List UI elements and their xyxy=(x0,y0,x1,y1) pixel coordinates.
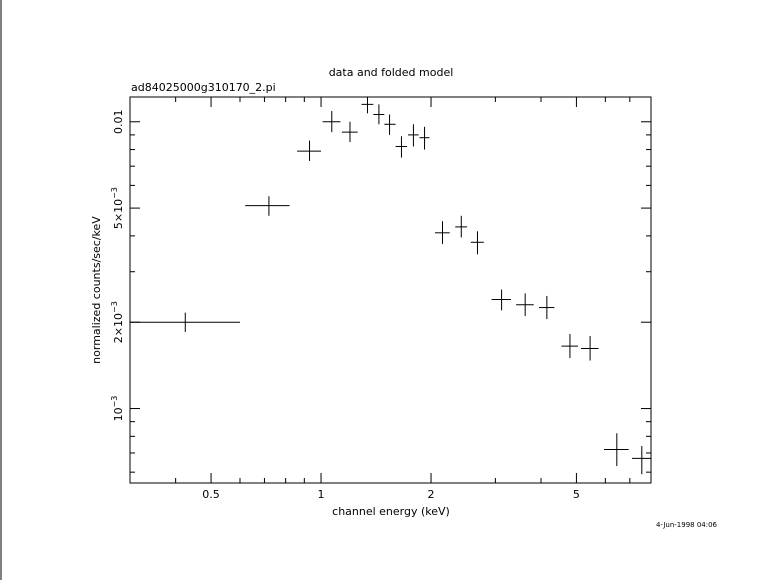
y-tick-label: 5×10−3 xyxy=(110,187,125,229)
data-point xyxy=(408,124,419,147)
data-point xyxy=(341,121,358,143)
data-point xyxy=(604,433,629,467)
data-points xyxy=(130,97,651,475)
tick-labels: 0.5 1 2 5 10−3 2×10−3 5×10−3 0.01 xyxy=(110,110,580,501)
data-point xyxy=(373,104,385,125)
x-tick-label: 1 xyxy=(318,488,325,501)
data-point xyxy=(561,333,579,359)
x-tick-label: 2 xyxy=(428,488,435,501)
data-point xyxy=(491,289,511,311)
axis-ticks xyxy=(129,97,652,483)
data-point xyxy=(581,336,599,361)
chart-title: data and folded model xyxy=(329,66,454,79)
timestamp: 4-Jun-1998 04:06 xyxy=(656,521,718,529)
data-point xyxy=(470,231,484,255)
data-point xyxy=(516,293,534,317)
y-axis-label: normalized counts/sec/keV xyxy=(90,216,103,364)
x-tick-label: 5 xyxy=(573,488,580,501)
data-point xyxy=(632,446,651,475)
data-point xyxy=(539,295,555,320)
data-point xyxy=(419,126,430,150)
data-point xyxy=(245,196,290,216)
data-point xyxy=(322,111,341,133)
x-axis-label: channel energy (keV) xyxy=(332,505,450,518)
chart-subtitle: ad84025000g310170_2.pi xyxy=(131,81,276,94)
y-tick-label: 0.01 xyxy=(112,110,125,135)
data-point xyxy=(455,215,468,238)
data-point xyxy=(384,114,396,135)
data-point xyxy=(361,97,374,114)
x-tick-label: 0.5 xyxy=(202,488,220,501)
plot-frame xyxy=(129,96,652,484)
data-point xyxy=(297,140,322,161)
data-point xyxy=(130,312,240,332)
y-tick-label: 10−3 xyxy=(110,396,125,422)
y-tick-label: 2×10−3 xyxy=(110,301,125,343)
data-point xyxy=(395,136,408,158)
data-point xyxy=(434,221,450,244)
